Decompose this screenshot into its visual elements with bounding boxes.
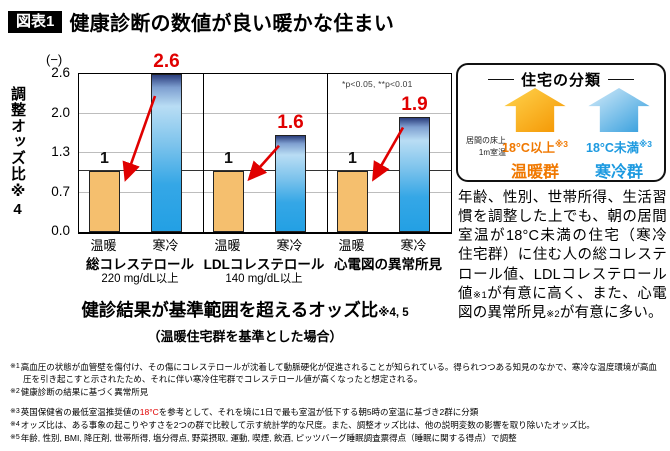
cold-value-label: 1.6 bbox=[277, 111, 304, 133]
cold-bar bbox=[399, 116, 430, 232]
x-tick-label: 温暖 bbox=[90, 238, 117, 253]
summary-text: 年齢、性別、世帯所得、生活習慣を調整した上でも、朝の居間室温が18°C未満の住宅… bbox=[458, 190, 667, 321]
red-arrow bbox=[372, 126, 405, 182]
y-tick-label: 0.7 bbox=[51, 183, 70, 199]
cold-bar bbox=[275, 134, 306, 232]
red-arrow bbox=[122, 95, 157, 182]
warm-value-label: 1 bbox=[224, 150, 233, 168]
panel-divider bbox=[327, 74, 328, 232]
cold-house-column: 18°C未満※3 寒冷群 bbox=[580, 87, 658, 182]
chart-subcaption: （温暖住宅群を基準とした場合） bbox=[147, 329, 343, 344]
gridline bbox=[79, 191, 451, 193]
cold-temp-label: 18°C未満※3 bbox=[586, 139, 652, 156]
panel-divider bbox=[203, 74, 204, 232]
x-tick-label: 寒冷 bbox=[152, 238, 179, 253]
footnote-4: ※4オッズ比は、ある事象の起こりやすさを2つの群で比較して示す統計学的な尺度。ま… bbox=[10, 420, 595, 431]
measurement-note: 居間の床上 1m室温 bbox=[466, 136, 506, 158]
gridline bbox=[79, 152, 451, 153]
warm-bar bbox=[213, 171, 244, 232]
cold-bar bbox=[151, 74, 182, 232]
y-tick-label: 1.3 bbox=[51, 144, 70, 159]
x-tick-label: 寒冷 bbox=[276, 238, 303, 253]
footnotes: ※1高血圧の状態が血管壁を傷付け、その傷にコレステロールが沈着して動脈硬化が促進… bbox=[10, 361, 662, 445]
housing-classification-box: 住宅の分類 居間の床上 1m室温 18°C以上※3 温暖群 bbox=[456, 63, 666, 182]
cold-value-label: 2.6 bbox=[153, 51, 180, 72]
figure-number-badge: 図表1 bbox=[8, 10, 63, 33]
arrow-overlay bbox=[122, 95, 405, 182]
y-tick-label: 2.0 bbox=[51, 104, 70, 120]
title-rule-left bbox=[487, 79, 514, 80]
footnote-5: ※5年齢, 性別, BMI, 降圧剤, 世帯所得, 塩分得点, 野菜摂取, 運動… bbox=[10, 433, 517, 444]
page-title: 健康診断の数値が良い暖かな住まい bbox=[69, 13, 395, 35]
cold-group-label: 寒冷群 bbox=[594, 163, 643, 181]
warm-house-icon bbox=[504, 87, 566, 133]
x-tick-label: 寒冷 bbox=[400, 238, 427, 253]
y-tick-label: 0.0 bbox=[51, 223, 70, 238]
red-arrow bbox=[247, 144, 280, 182]
group-label: 心電図の異常所見 bbox=[334, 257, 442, 272]
group-label: 総コレステロール 220 mg/dL以上 bbox=[86, 257, 194, 285]
footnote-1: ※1高血圧の状態が血管壁を傷付け、その傷にコレステロールが沈着して動脈硬化が促進… bbox=[10, 362, 657, 385]
gridline bbox=[79, 112, 451, 114]
figure-header: 図表1 健康診断の数値が良い暖かな住まい bbox=[8, 7, 394, 36]
x-tick-label: 温暖 bbox=[214, 238, 241, 253]
footnote-3: ※3英国保健省の最低室温推奨値の18°Cを参考として、それを境に1日で最も室温が… bbox=[10, 407, 479, 418]
y-axis-unit: (−) bbox=[46, 52, 63, 67]
warm-value-label: 1 bbox=[348, 150, 357, 168]
chart-caption: 健診結果が基準範囲を超えるオッズ比※4, 5 bbox=[81, 300, 409, 320]
cold-value-label: 1.9 bbox=[401, 93, 428, 115]
classification-title: 住宅の分類 bbox=[458, 69, 664, 90]
y-axis-label: 調整オッズ比※4 bbox=[9, 86, 26, 219]
warm-house-column: 18°C以上※3 温暖群 bbox=[498, 87, 572, 182]
warm-value-label: 1 bbox=[100, 150, 109, 168]
group-label: LDLコレステロール 140 mg/dL以上 bbox=[203, 257, 325, 285]
cold-house-icon bbox=[588, 87, 650, 133]
warm-bar bbox=[337, 171, 368, 232]
warm-temp-label: 18°C以上※3 bbox=[502, 139, 568, 156]
significance-note: *p<0.05, **p<0.01 bbox=[342, 79, 413, 89]
warm-bar bbox=[89, 171, 120, 232]
footnote-2: ※2健康診断の結果に基づく異常所見 bbox=[10, 387, 149, 398]
warm-group-label: 温暖群 bbox=[510, 163, 559, 181]
x-tick-label: 温暖 bbox=[338, 238, 365, 253]
bar-chart-plot: *p<0.05, **p<0.01 1 2.6 1 1.6 1 1.9 bbox=[78, 52, 452, 234]
y-tick-label: 2.6 bbox=[51, 65, 70, 80]
title-rule-right bbox=[608, 79, 634, 80]
